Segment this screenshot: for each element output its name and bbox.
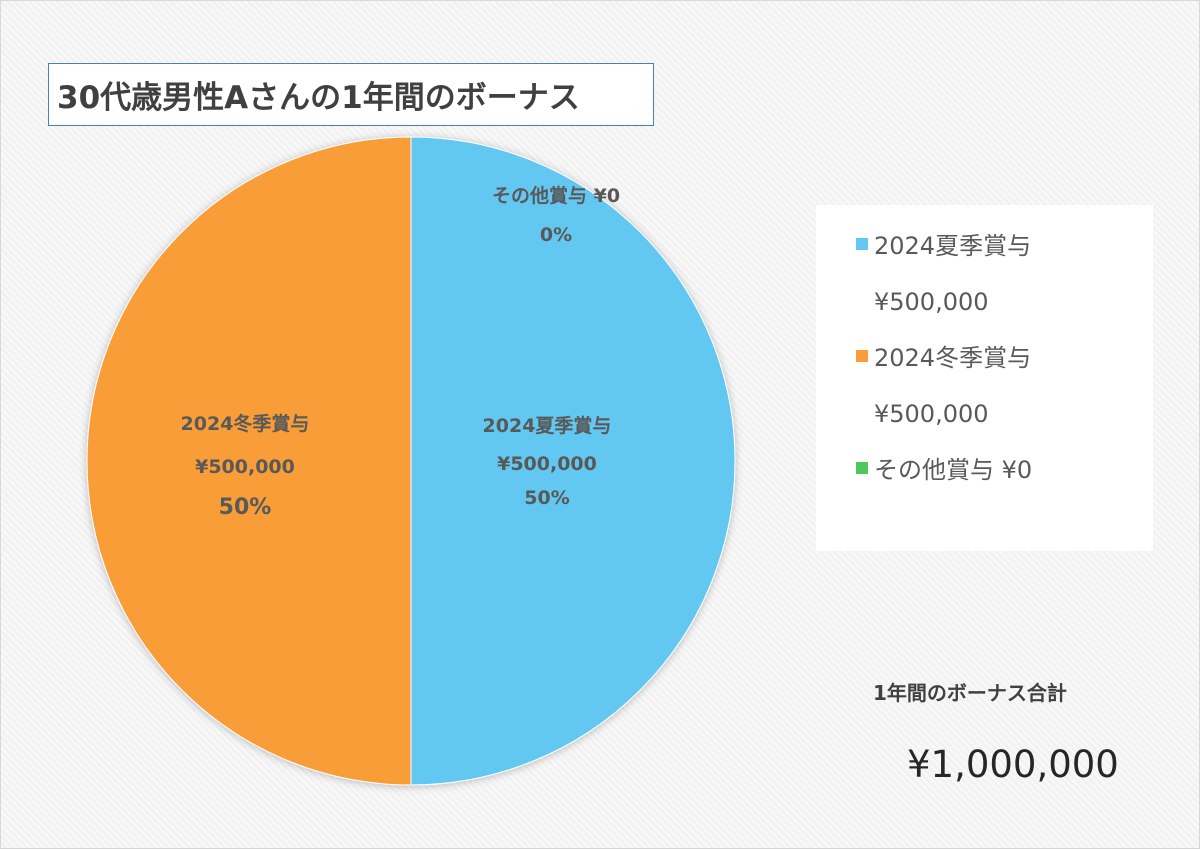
legend-swatch-other — [856, 462, 868, 474]
chart-title: 30代歳男性Aさんの1年間のボーナス — [48, 63, 654, 126]
slice-label-other-name: その他賞与 ¥0 — [492, 184, 620, 207]
slice-label-summer-value: ¥500,000 — [497, 453, 597, 475]
legend-label-summer: 2024夏季賞与 — [874, 232, 1032, 260]
slice-label-summer-percent: 50% — [524, 487, 569, 509]
legend-label-other: その他賞与 ¥0 — [874, 456, 1033, 484]
pie-chart: 2024夏季賞与 ¥500,000 50% 2024冬季賞与 ¥500,000 … — [86, 136, 736, 786]
legend-value-winter: ¥500,000 — [874, 400, 989, 428]
legend-item-winter: 2024冬季賞与 ¥500,000 — [856, 341, 1153, 431]
slice-label-winter-name: 2024冬季賞与 — [181, 412, 310, 435]
total-value: ¥1,000,000 — [907, 743, 1119, 786]
legend: 2024夏季賞与 ¥500,000 2024冬季賞与 ¥500,000 その他賞… — [816, 205, 1153, 551]
legend-swatch-winter — [856, 350, 868, 362]
legend-value-summer: ¥500,000 — [874, 288, 989, 316]
legend-label-winter: 2024冬季賞与 — [874, 344, 1032, 372]
slice-label-summer-name: 2024夏季賞与 — [483, 414, 612, 437]
pie-slice-winter — [86, 136, 412, 786]
slice-label-other-percent: 0% — [540, 224, 572, 246]
pie-slice-summer — [410, 136, 736, 786]
total-label: 1年間のボーナス合計 — [873, 681, 1067, 705]
slice-label-winter-value: ¥500,000 — [195, 456, 295, 478]
legend-swatch-summer — [856, 238, 868, 250]
slice-label-winter-percent: 50% — [219, 495, 272, 520]
legend-item-other: その他賞与 ¥0 — [856, 453, 1153, 487]
legend-item-summer: 2024夏季賞与 ¥500,000 — [856, 229, 1153, 319]
